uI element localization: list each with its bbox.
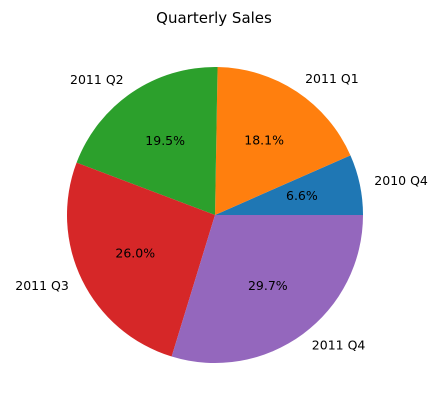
slice-percent-2011-q4: 29.7% xyxy=(248,278,288,293)
slice-percent-2011-q1: 18.1% xyxy=(244,133,284,148)
slice-label-2010-q4: 2010 Q4 xyxy=(374,173,428,188)
slice-label-2011-q1: 2011 Q1 xyxy=(305,71,359,86)
pie-slice-2011-q1 xyxy=(215,67,351,215)
slice-percent-2011-q2: 19.5% xyxy=(145,133,185,148)
slice-percent-2010-q4: 6.6% xyxy=(286,188,318,203)
pie-slice-2011-q2 xyxy=(76,67,218,215)
pie-labels: 2010 Q4 6.6% 2011 Q1 18.1% 2011 Q2 19.5% 2011 … xyxy=(15,71,428,352)
pie-slice-2011-q3 xyxy=(67,162,215,357)
slice-label-2011-q3: 2011 Q3 xyxy=(15,278,69,293)
slice-label-2011-q2: 2011 Q2 xyxy=(70,72,124,87)
pie-slice-2011-q4 xyxy=(171,215,363,363)
pie-slices xyxy=(67,67,363,363)
slice-label-2011-q4: 2011 Q4 xyxy=(312,337,366,352)
slice-percent-2011-q3: 26.0% xyxy=(115,246,155,261)
chart-title: Quarterly Sales xyxy=(156,9,272,27)
pie-slice-2010-q4 xyxy=(215,155,363,215)
